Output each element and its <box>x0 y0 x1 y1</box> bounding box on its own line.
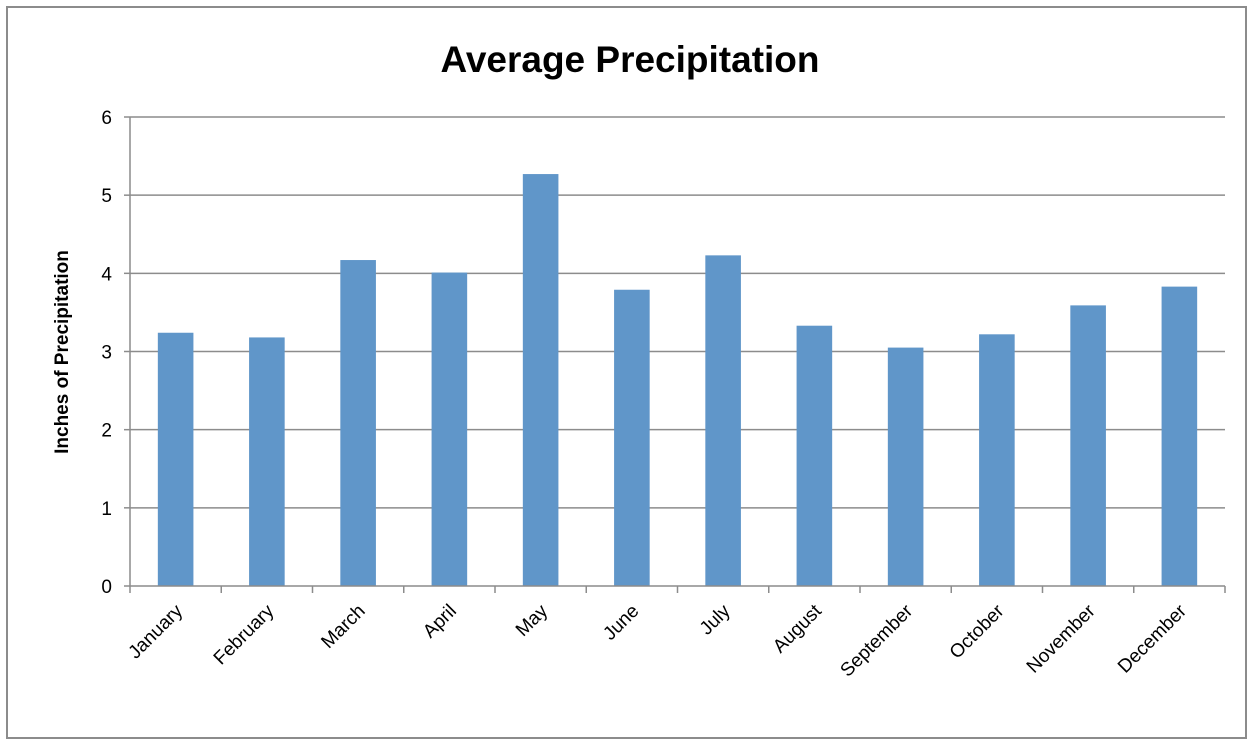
axes <box>124 116 1226 593</box>
x-tick-label: March <box>317 601 369 653</box>
y-tick-label: 2 <box>101 421 112 442</box>
x-tick-label: October <box>946 600 1009 663</box>
x-tick-label: January <box>125 600 188 663</box>
x-tick-label: August <box>769 600 826 657</box>
bar-july <box>705 255 741 587</box>
x-tick-label: December <box>1114 600 1191 677</box>
y-tick-label: 5 <box>101 186 112 207</box>
bar-october <box>979 334 1015 586</box>
x-tick-label: September <box>837 600 918 681</box>
bar-march <box>340 260 376 586</box>
bar-january <box>157 332 194 586</box>
y-tick-label: 6 <box>101 108 112 129</box>
y-tick-label: 3 <box>101 343 112 364</box>
y-tick-label: 0 <box>101 577 112 598</box>
chart-title: Average Precipitation <box>440 39 819 80</box>
x-tick-label: April <box>419 601 461 643</box>
bar-june <box>614 289 650 586</box>
bar-september <box>887 347 924 586</box>
x-tick-label: May <box>512 600 553 641</box>
bar-november <box>1070 305 1106 586</box>
bar-april <box>431 272 468 586</box>
bar-august <box>796 325 833 586</box>
y-tick-label: 4 <box>101 264 112 285</box>
bar-may <box>522 174 559 587</box>
y-axis-label: Inches of Precipitation <box>52 250 73 454</box>
x-tick-label: July <box>696 600 735 639</box>
bars <box>157 174 1198 587</box>
x-tick-labels: January February March April May June July Augu… <box>125 600 1192 681</box>
x-tick-label: November <box>1023 600 1100 677</box>
x-tick-label: June <box>599 601 643 645</box>
gridlines <box>130 116 1225 509</box>
bar-february <box>249 337 285 586</box>
bar-december <box>1161 286 1198 586</box>
y-tick-label: 1 <box>101 499 112 520</box>
x-tick-label: February <box>210 600 279 669</box>
y-tick-labels: 0 1 2 3 4 5 6 <box>101 108 112 598</box>
